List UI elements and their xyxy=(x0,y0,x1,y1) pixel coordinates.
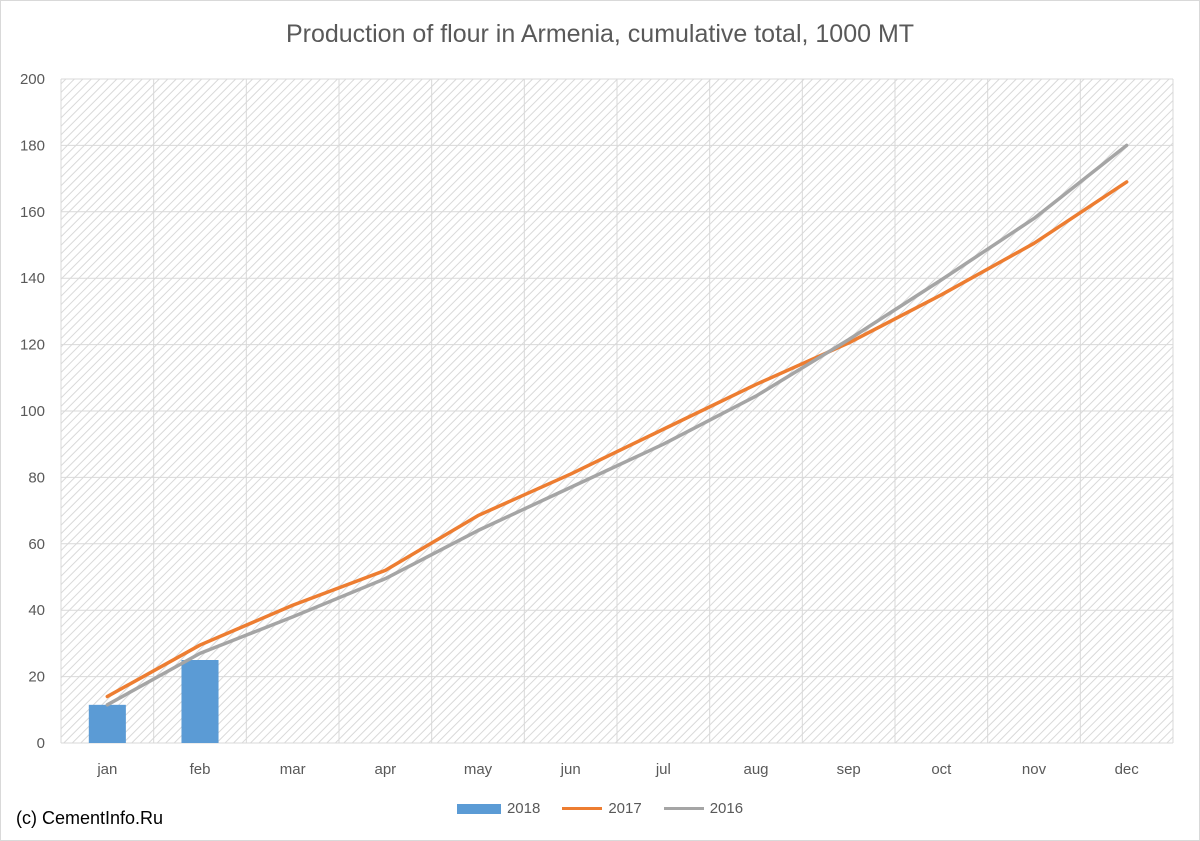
grid-layer xyxy=(60,78,1174,744)
chart-title: Production of flour in Armenia, cumulati… xyxy=(285,20,915,48)
legend-item-2017: 2017 xyxy=(562,800,642,817)
bar-layer xyxy=(88,660,219,743)
y-tick-label: 180 xyxy=(20,137,45,154)
y-tick-label: 200 xyxy=(20,71,45,88)
x-tick-label: may xyxy=(464,761,493,778)
legend-label-2017: 2017 xyxy=(608,800,642,817)
x-tick-label: mar xyxy=(280,761,306,778)
legend-item-2016: 2016 xyxy=(663,800,744,817)
x-tick-label: dec xyxy=(1115,761,1140,778)
x-tick-label: aug xyxy=(743,761,768,778)
line-layer xyxy=(105,143,1129,707)
y-tick-label: 60 xyxy=(28,536,45,553)
line-series-2016 xyxy=(105,143,1129,707)
legend-swatch-2017 xyxy=(562,807,603,810)
x-tick-label: oct xyxy=(931,761,952,778)
legend-label-2018: 2018 xyxy=(506,800,541,817)
x-tick-label: nov xyxy=(1022,761,1047,778)
y-tick-label: 160 xyxy=(20,204,45,221)
y-tick-label: 0 xyxy=(37,735,45,752)
legend-label-2016: 2016 xyxy=(709,800,744,817)
credit-text: (c) CementInfo.Ru xyxy=(16,808,164,828)
legend-swatch-2016 xyxy=(663,807,704,810)
legend-swatch-2018 xyxy=(456,803,501,814)
x-tick-label: apr xyxy=(374,761,396,778)
x-tick-label: sep xyxy=(837,761,861,778)
y-tick-label: 100 xyxy=(20,403,45,420)
bar-2018-jan xyxy=(88,704,126,743)
y-tick-label: 40 xyxy=(28,602,45,619)
legend-item-2018: 2018 xyxy=(456,800,541,817)
y-tick-label: 80 xyxy=(28,469,45,486)
legend: 2018 2017 2016 xyxy=(0,800,1200,817)
y-tick-label: 20 xyxy=(28,669,45,686)
x-tick-label: jan xyxy=(96,761,117,778)
x-tick-label: jul xyxy=(655,761,671,778)
y-tick-label: 120 xyxy=(20,337,45,354)
line-series-2017 xyxy=(105,180,1129,699)
x-tick-label: jun xyxy=(560,761,581,778)
bar-2018-feb xyxy=(181,660,219,743)
x-tick-label: feb xyxy=(190,761,211,778)
axis-layer: 0 20 40 60 80 100 120 140 160 180 200 jan feb mar apr m… xyxy=(20,71,1139,778)
y-tick-label: 140 xyxy=(20,270,45,287)
